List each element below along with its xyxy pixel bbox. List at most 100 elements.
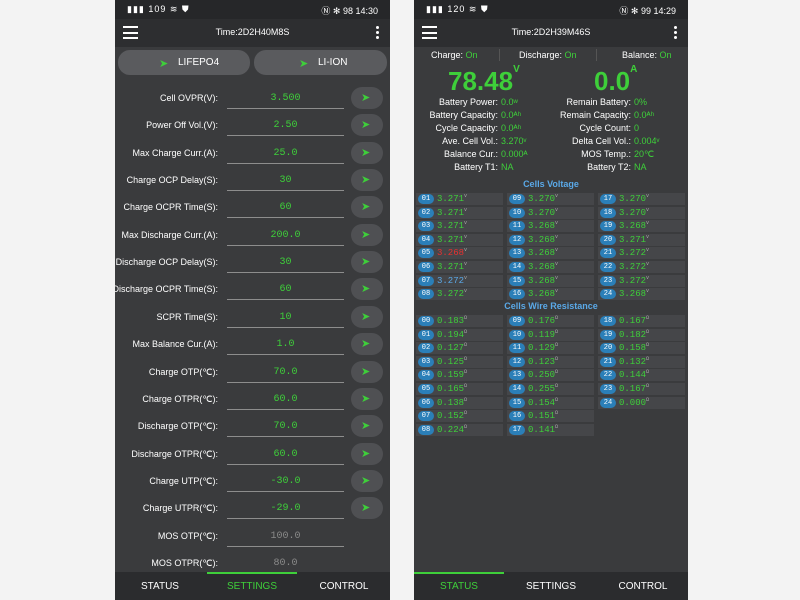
cell-value-number: 3.268 (528, 234, 556, 245)
setting-value-input[interactable]: -30.0 (270, 475, 301, 487)
send-icon: ➤ (159, 58, 169, 70)
cell-index-badge: 07 (418, 275, 434, 286)
cell-value-number: 3.270 (619, 194, 647, 204)
setting-value-input[interactable]: 10 (279, 311, 292, 323)
tab-status[interactable]: STATUS (141, 581, 179, 592)
setting-value-input[interactable]: 100.0 (270, 530, 301, 542)
setting-value-input[interactable]: 70.0 (273, 366, 298, 378)
cell-value-number: 0.159 (437, 370, 465, 381)
li-ion-button[interactable]: ➤ LI-ION (254, 50, 387, 75)
setting-value-input[interactable]: 60.0 (273, 448, 298, 460)
tab-settings[interactable]: SETTINGS (226, 581, 277, 592)
cell-item: 11 0.129Ω (507, 342, 594, 355)
tab-control[interactable]: CONTROL (618, 581, 668, 592)
setting-label: Max Charge Curr.(A): (132, 147, 218, 158)
setting-row: Discharge OCP Delay(S): 30 ➤ (115, 248, 390, 275)
cell-item: 17 3.270v (598, 193, 685, 205)
info-key: Battery Capacity: (429, 110, 498, 120)
send-button[interactable]: ➤ (351, 169, 383, 192)
send-button[interactable]: ➤ (351, 141, 383, 164)
cell-value: 0.151Ω (528, 410, 558, 421)
info-key: Ave. Cell Vol.: (442, 136, 498, 146)
cell-index-badge: 14 (509, 262, 525, 272)
setting-row: Charge UTP(℃): -30.0 ➤ (115, 467, 390, 494)
send-button[interactable]: ➤ (351, 114, 383, 137)
cell-value-number: 0.123 (528, 356, 556, 367)
cell-item: 17 0.141Ω (507, 423, 594, 436)
input-underline (227, 135, 344, 137)
unit-mark: v (464, 220, 468, 227)
cell-index-badge: 17 (509, 424, 525, 435)
cell-index-badge: 03 (418, 356, 434, 367)
unit-mark: Ω (464, 396, 468, 403)
cell-value-number: 0.129 (528, 343, 556, 354)
setting-value-input[interactable]: 30 (279, 175, 292, 187)
app-bar: Time:2D2H39M46S (414, 19, 688, 47)
cell-item: 14 0.255Ω (507, 383, 594, 395)
setting-label: Charge UTP(℃): (149, 475, 218, 486)
tab-settings[interactable]: SETTINGS (525, 581, 576, 592)
setting-value-input[interactable]: 60 (279, 284, 292, 296)
send-button[interactable]: ➤ (351, 87, 383, 109)
send-button[interactable]: ➤ (351, 333, 383, 356)
setting-value-input[interactable]: 200.0 (270, 229, 301, 241)
send-button[interactable]: ➤ (351, 415, 383, 438)
send-button[interactable]: ➤ (351, 278, 383, 301)
setting-row: Charge OTP(℃): 70.0 ➤ (115, 358, 390, 385)
send-icon: ➤ (361, 338, 371, 351)
cell-item: 09 0.176Ω (507, 315, 594, 327)
setting-value-input[interactable]: 80.0 (273, 557, 298, 569)
unit-mark: v (646, 274, 650, 281)
setting-value-input[interactable]: -29.0 (270, 503, 301, 515)
setting-value-input[interactable]: 3.500 (270, 93, 301, 104)
send-button[interactable]: ➤ (351, 442, 383, 465)
send-button[interactable]: ➤ (351, 251, 383, 274)
cell-value: 0.119Ω (528, 329, 558, 340)
setting-value-input[interactable]: 70.0 (273, 421, 298, 433)
send-button[interactable]: ➤ (351, 223, 383, 246)
setting-row: Charge OCP Delay(S): 30 ➤ (115, 166, 390, 193)
cell-value: 3.268v (437, 247, 467, 258)
unit-mark: v (464, 247, 468, 254)
send-button[interactable]: ➤ (351, 387, 383, 410)
setting-value-input[interactable]: 1.0 (276, 339, 295, 351)
cell-value: 0.176Ω (528, 315, 558, 326)
cell-item: 10 3.270v (507, 206, 594, 219)
lifepo4-button[interactable]: ➤ LIFEPO4 (118, 50, 250, 75)
send-button[interactable]: ➤ (351, 469, 383, 492)
setting-value-input[interactable]: 30 (279, 257, 292, 269)
status-bar: ▮▮▮ 109 ≋ ⛊ Ⓝ ✻ 98 14:30 (115, 0, 390, 19)
setting-label: Charge UTPR(℃): (142, 503, 218, 514)
kebab-icon[interactable] (674, 26, 678, 41)
setting-label: Charge OTPR(℃): (142, 393, 218, 404)
send-button[interactable]: ➤ (351, 497, 383, 520)
hamburger-icon[interactable] (422, 26, 437, 39)
hamburger-icon[interactable] (123, 26, 138, 39)
setting-value-input[interactable]: 60 (279, 202, 292, 214)
unit-mark: v (646, 220, 650, 227)
unit-mark: v (555, 220, 559, 227)
send-button[interactable]: ➤ (351, 196, 383, 219)
setting-label: Charge OCP Delay(S): (126, 175, 218, 186)
info-value: 0.004ᵛ (634, 136, 660, 146)
cell-value: 3.272v (619, 261, 649, 272)
settings-screen: ▮▮▮ 109 ≋ ⛊ Ⓝ ✻ 98 14:30 Time:2D2H40M8S … (115, 0, 390, 600)
cell-value-number: 0.167 (619, 316, 647, 326)
cell-item: 09 3.270v (507, 193, 594, 205)
cell-index-badge: 18 (600, 316, 616, 326)
tab-control[interactable]: CONTROL (319, 581, 369, 592)
unit-mark: Ω (555, 369, 559, 376)
pack-voltage-value: 78.48 (448, 66, 514, 96)
send-button[interactable]: ➤ (351, 360, 383, 383)
send-button[interactable]: ➤ (351, 305, 383, 328)
cell-index-badge: 18 (600, 207, 616, 218)
tab-indicator (414, 572, 504, 574)
pack-voltage-unit: V (513, 64, 520, 75)
setting-value-input[interactable]: 60.0 (273, 393, 298, 405)
send-icon: ➤ (361, 420, 371, 433)
setting-value-input[interactable]: 25.0 (273, 147, 298, 159)
cell-value-number: 3.272 (619, 248, 647, 259)
kebab-icon[interactable] (376, 26, 380, 41)
tab-status[interactable]: STATUS (440, 581, 478, 592)
setting-value-input[interactable]: 2.50 (273, 120, 298, 132)
